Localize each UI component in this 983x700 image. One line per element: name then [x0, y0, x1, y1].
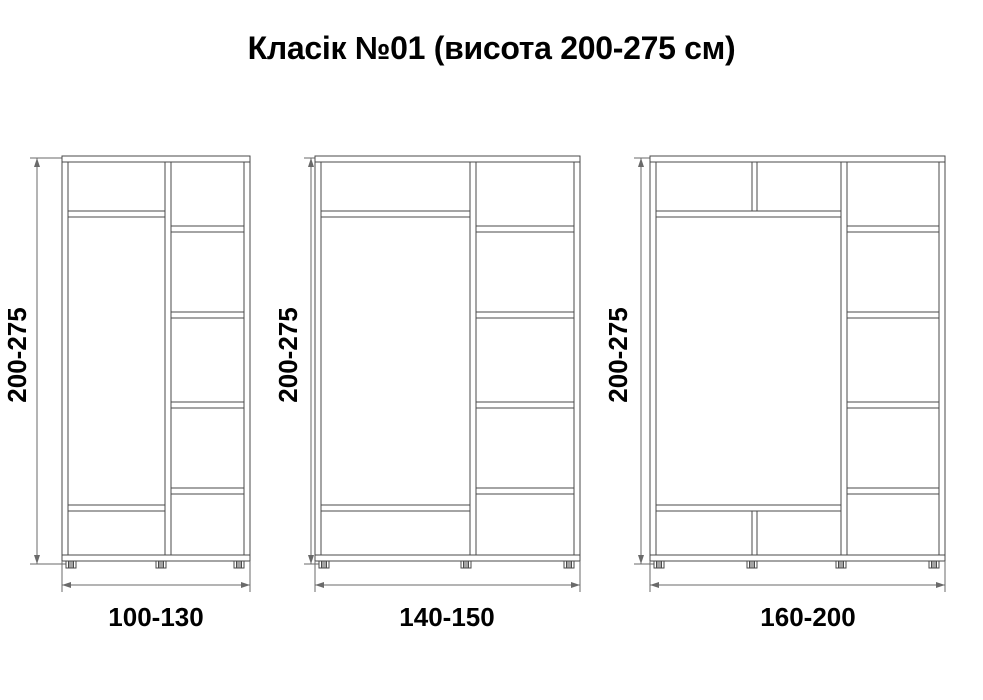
cabinet-2-height-dimension [304, 157, 320, 565]
cabinet-1-base-panel [61, 554, 251, 562]
cabinet-2-top-panel [314, 155, 581, 163]
cabinet-3-top-split-divider [751, 161, 758, 213]
cabinet-2-width-label: 140-150 [399, 602, 494, 632]
cabinet-2-feet [318, 560, 575, 569]
cabinet-3-width-dimension [649, 561, 946, 592]
cabinet-1-width-label: 100-130 [108, 602, 203, 632]
cabinet-1-feet [65, 560, 245, 569]
cabinet-1-right-shelves [170, 225, 245, 495]
cabinet-1-height-dimension [30, 157, 66, 565]
cabinet-2-group: 200-275 [273, 155, 581, 632]
cabinet-2-right-shelves [475, 225, 575, 495]
page-title: Класік №01 (висота 200-275 см) [247, 30, 736, 66]
cabinet-1-left-shelves [67, 210, 166, 512]
cabinet-2-left-shelves [320, 210, 471, 512]
cabinet-3-height-label: 200-275 [603, 307, 633, 402]
cabinet-2-vertical-divider [469, 161, 477, 556]
cabinet-1-group: 200-275 [2, 155, 251, 632]
cabinet-3-right-shelves [846, 225, 940, 495]
cabinet-3-top-panel [649, 155, 946, 163]
cabinet-3-height-dimension [634, 157, 654, 565]
cabinet-2-base-panel [314, 554, 581, 562]
cabinet-3-left-shelves [655, 210, 842, 512]
cabinet-3-bottom-split-divider [751, 510, 758, 556]
cabinet-3-width-label: 160-200 [760, 602, 855, 632]
cabinet-3-vertical-divider [840, 161, 848, 556]
cabinet-1-top-panel [61, 155, 251, 163]
cabinet-1-height-label: 200-275 [2, 307, 32, 402]
cabinet-1-vertical-divider [164, 161, 172, 556]
cabinet-3-group: 200-275 [603, 155, 946, 632]
cabinet-1-width-dimension [61, 561, 251, 592]
cabinet-2-width-dimension [314, 561, 581, 592]
cabinet-3-base-panel [649, 554, 946, 562]
cabinet-3-feet [653, 560, 940, 569]
cabinet-2-height-label: 200-275 [273, 307, 303, 402]
